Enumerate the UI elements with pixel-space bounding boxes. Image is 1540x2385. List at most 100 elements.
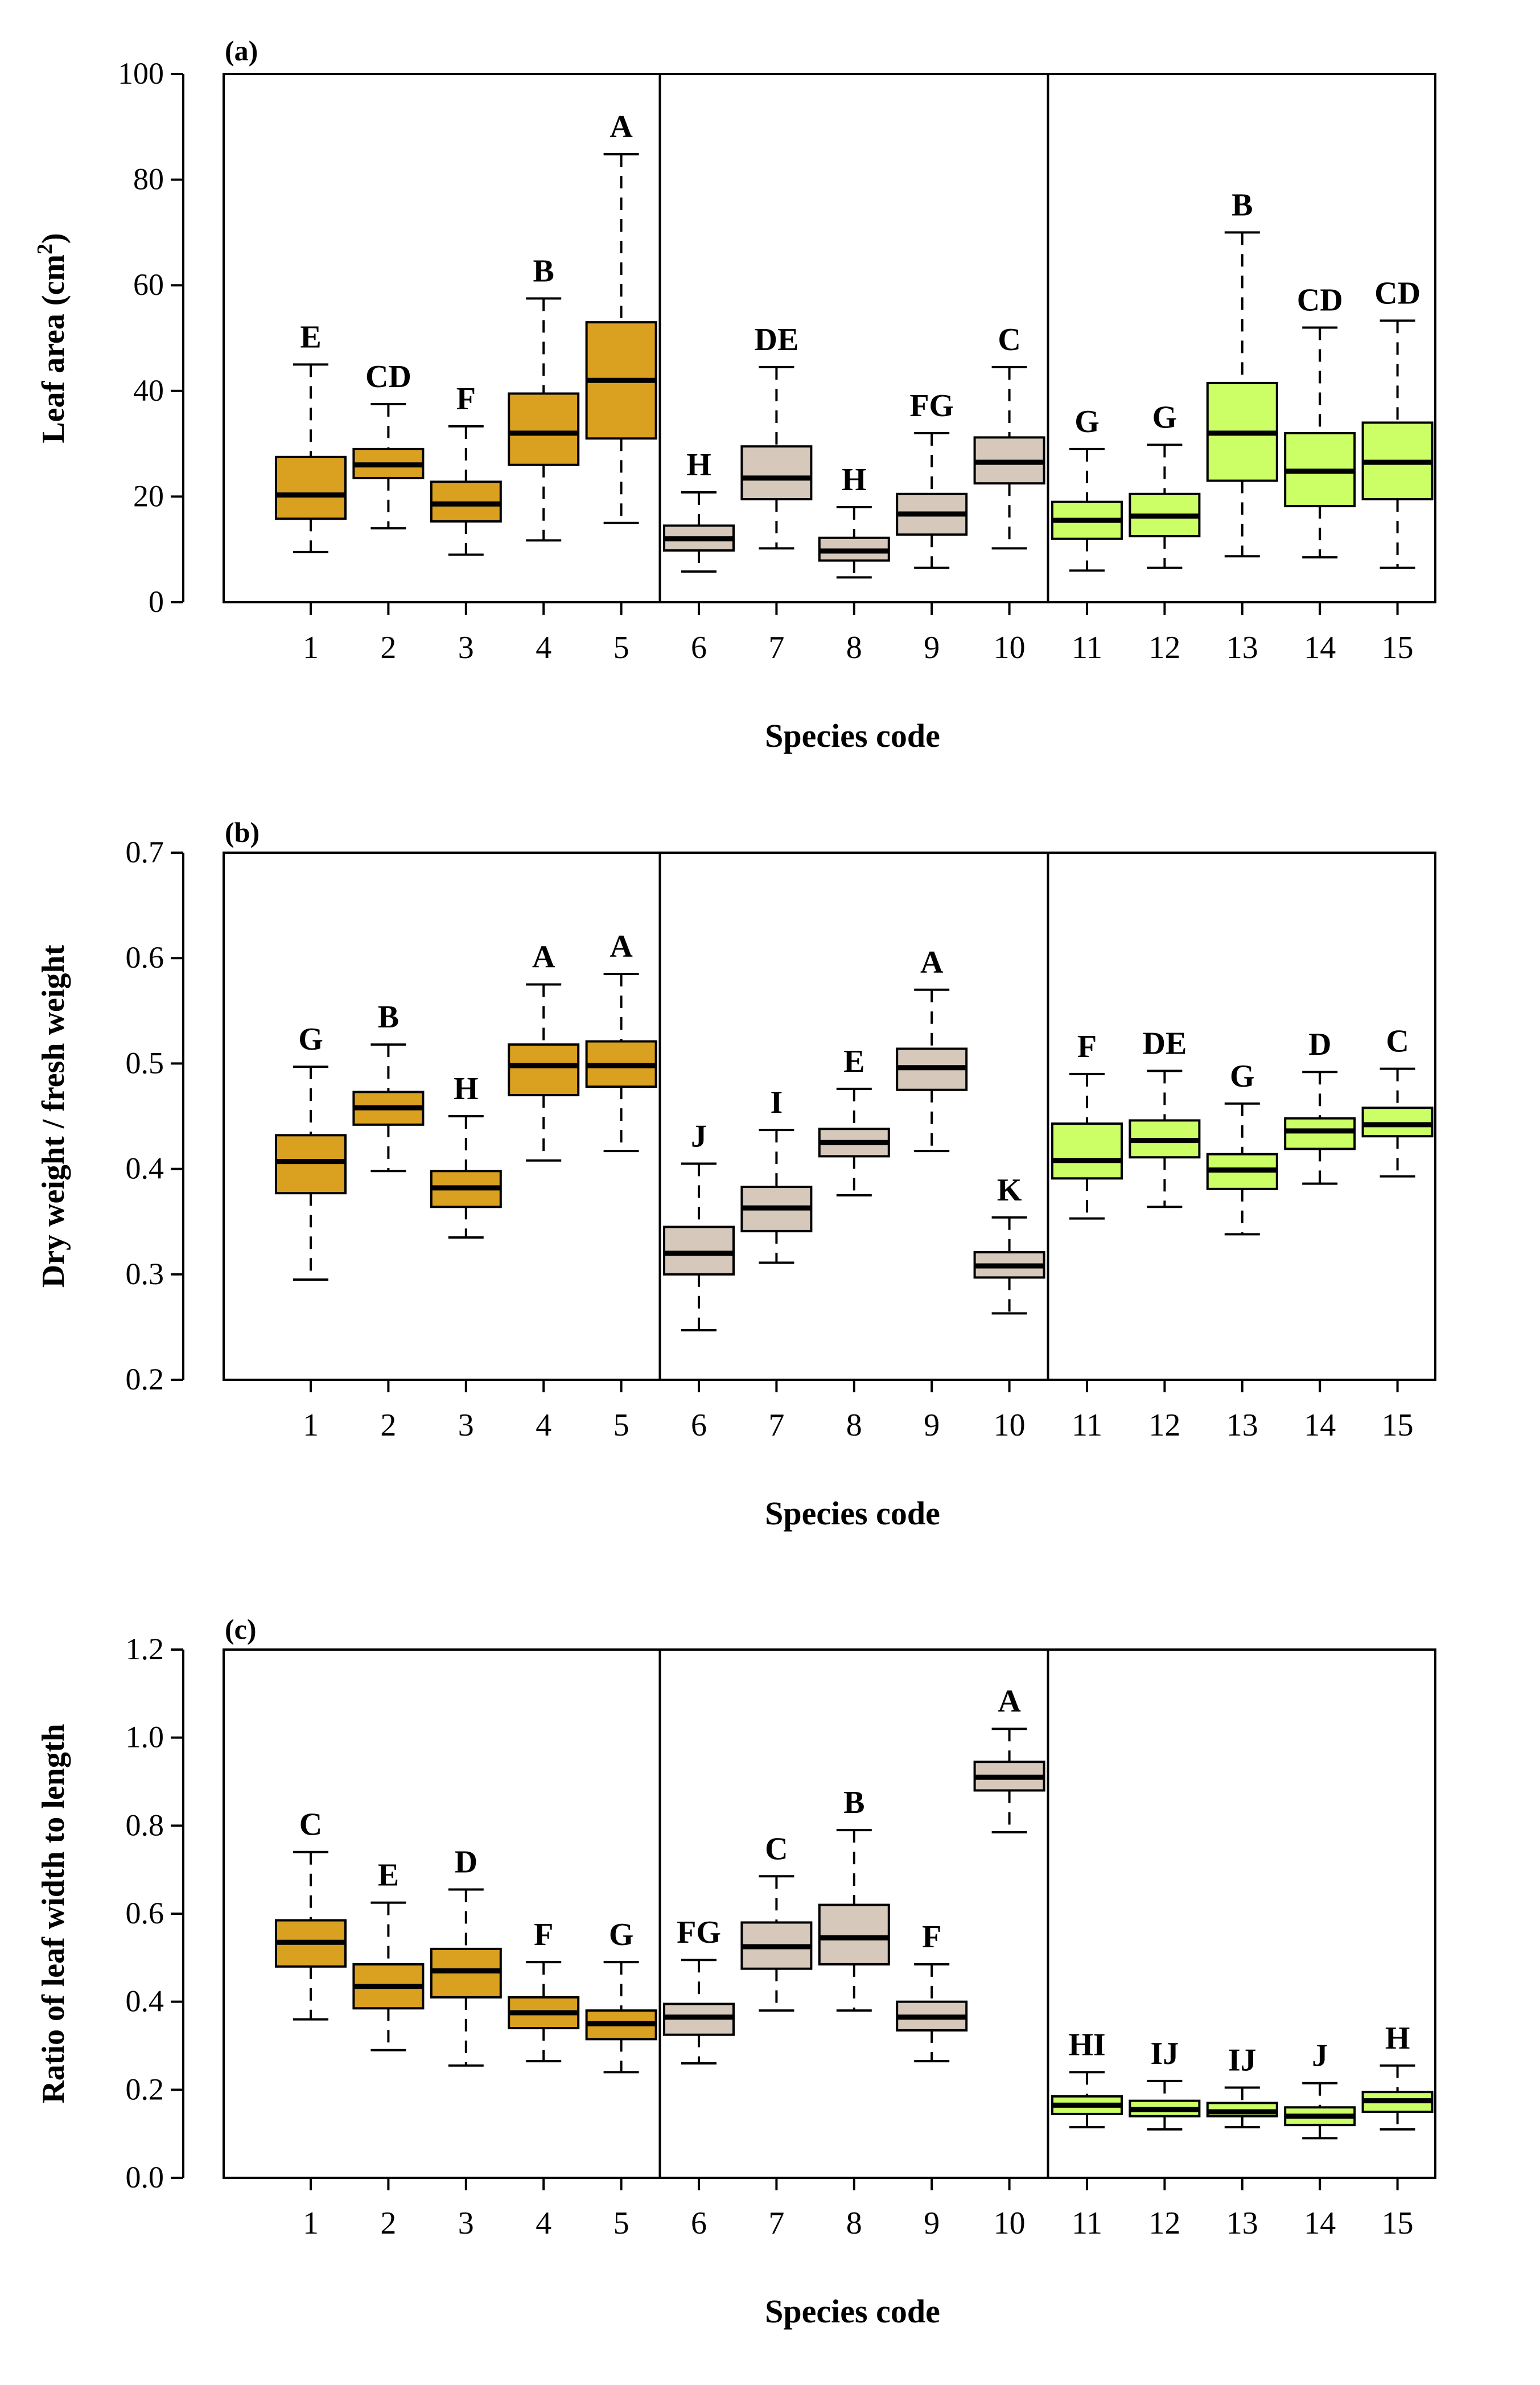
- box-species-1: G: [275, 1022, 347, 1281]
- y-tick-label: 0.4: [126, 1984, 164, 2018]
- x-tick-label: 6: [691, 1408, 707, 1443]
- x-tick-label: 11: [1072, 2206, 1102, 2241]
- x-tick-label: 3: [458, 1408, 474, 1443]
- significance-letter: F: [922, 1919, 941, 1955]
- significance-letter: G: [298, 1022, 323, 1057]
- x-tick-label: 4: [536, 2206, 551, 2241]
- significance-letter: F: [1077, 1029, 1097, 1064]
- significance-letter: H: [454, 1071, 479, 1107]
- box-species-13: B: [1206, 187, 1278, 558]
- box-species-1: E: [275, 319, 347, 553]
- x-tick-label: 1: [303, 1408, 319, 1443]
- box-species-12: DE: [1129, 1026, 1201, 1208]
- significance-letter: CD: [365, 359, 411, 394]
- box-species-6: FG: [663, 1915, 735, 2065]
- iqr-box: [1051, 1122, 1123, 1180]
- x-tick-label: 6: [691, 630, 707, 665]
- significance-letter: C: [765, 1831, 788, 1866]
- x-tick-label: 8: [846, 1408, 862, 1443]
- x-tick-label: 14: [1304, 630, 1336, 665]
- y-tick-label: 0.7: [126, 835, 164, 869]
- significance-letter: F: [456, 381, 476, 417]
- iqr-box: [275, 1134, 347, 1195]
- significance-letter: A: [610, 109, 633, 145]
- significance-letter: B: [378, 1000, 399, 1035]
- box-species-6: H: [663, 447, 735, 573]
- box-species-6: J: [663, 1119, 735, 1331]
- iqr-box: [275, 455, 347, 520]
- x-tick-label: 9: [924, 630, 940, 665]
- significance-letter: DE: [755, 322, 799, 357]
- x-axis-title: Species code: [765, 2293, 940, 2330]
- x-tick-label: 7: [768, 1408, 784, 1443]
- significance-letter: I: [771, 1085, 783, 1120]
- significance-letter: H: [1385, 2021, 1410, 2056]
- significance-letter: CD: [1297, 282, 1343, 318]
- y-tick-label: 0.6: [126, 1896, 164, 1930]
- x-tick-label: 13: [1226, 630, 1258, 665]
- significance-letter: J: [1312, 2038, 1328, 2074]
- box-species-15: CD: [1361, 275, 1434, 569]
- box-species-2: CD: [352, 359, 425, 530]
- box-species-5: A: [585, 109, 657, 524]
- x-tick-label: 5: [613, 630, 629, 665]
- y-tick-label: 20: [133, 479, 164, 513]
- box-species-10: K: [973, 1173, 1045, 1315]
- x-tick-label: 1: [303, 2206, 319, 2241]
- x-axis-title: Species code: [765, 1495, 940, 1532]
- box-species-14: CD: [1284, 282, 1356, 559]
- box-species-5: A: [585, 929, 657, 1153]
- x-tick-label: 13: [1226, 1408, 1258, 1443]
- y-tick-label: 1.0: [126, 1720, 164, 1754]
- box-species-7: I: [740, 1085, 813, 1264]
- box-species-3: D: [430, 1844, 502, 2067]
- significance-letter: G: [609, 1917, 634, 1952]
- significance-letter: A: [610, 929, 633, 964]
- significance-letter: H: [842, 462, 867, 497]
- box-species-9: F: [896, 1919, 968, 2063]
- box-species-8: H: [818, 462, 890, 579]
- significance-letter: B: [1232, 187, 1253, 223]
- x-tick-label: 10: [994, 630, 1026, 665]
- box-species-4: F: [508, 1917, 580, 2063]
- significance-letter: B: [533, 253, 554, 289]
- x-tick-label: 8: [846, 630, 862, 665]
- x-tick-label: 5: [613, 1408, 629, 1443]
- box-species-2: E: [352, 1858, 425, 2051]
- significance-letter: HI: [1068, 2027, 1105, 2062]
- box-species-15: H: [1361, 2021, 1434, 2131]
- x-tick-label: 10: [994, 2206, 1026, 2241]
- y-tick-label: 0.3: [126, 1257, 164, 1291]
- box-species-10: A: [973, 1684, 1045, 1833]
- significance-letter: D: [1308, 1027, 1331, 1062]
- box-species-15: C: [1361, 1024, 1434, 1178]
- significance-letter: C: [299, 1807, 322, 1843]
- significance-letter: IJ: [1228, 2042, 1257, 2078]
- x-tick-label: 13: [1226, 2206, 1258, 2241]
- x-tick-label: 12: [1148, 2206, 1180, 2241]
- x-tick-label: 2: [380, 630, 396, 665]
- box-species-3: H: [430, 1071, 502, 1239]
- y-axis-title: Ratio of leaf width to length: [36, 1724, 71, 2103]
- x-tick-label: 5: [613, 2206, 629, 2241]
- y-tick-label: 80: [133, 162, 164, 196]
- box-species-9: A: [896, 945, 968, 1153]
- significance-letter: CD: [1374, 275, 1420, 311]
- box-species-12: IJ: [1129, 2036, 1201, 2131]
- significance-letter: B: [843, 1785, 864, 1820]
- x-axis-title: Species code: [765, 717, 940, 754]
- box-species-12: G: [1129, 400, 1201, 569]
- x-tick-label: 15: [1382, 630, 1414, 665]
- box-species-4: B: [508, 253, 580, 542]
- significance-letter: C: [998, 322, 1020, 357]
- y-axis-title: Leaf area (cm2): [33, 233, 71, 443]
- y-tick-label: 0.2: [126, 2072, 164, 2106]
- x-tick-label: 15: [1382, 2206, 1414, 2241]
- box-species-10: C: [973, 322, 1045, 550]
- panel-label: (b): [225, 816, 260, 848]
- significance-letter: G: [1152, 400, 1177, 435]
- significance-letter: E: [300, 319, 321, 355]
- x-tick-label: 8: [846, 2206, 862, 2241]
- significance-letter: DE: [1143, 1026, 1187, 1061]
